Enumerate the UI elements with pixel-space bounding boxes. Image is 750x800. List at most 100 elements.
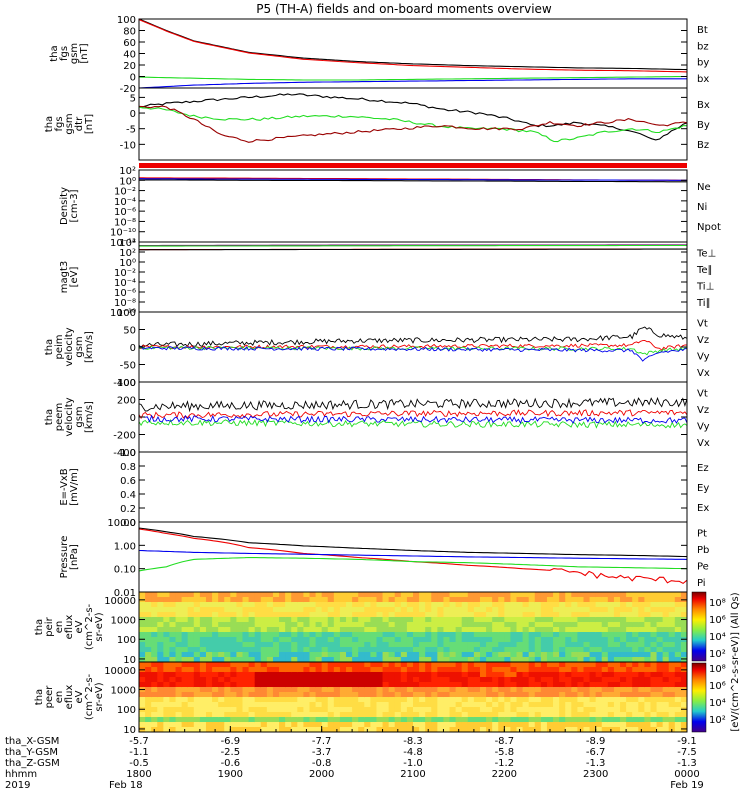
y-tick-label: 0 [130,343,136,354]
y-tick-label: 0 [130,413,136,424]
series-line [138,106,687,143]
y-axis-label: [nT] [84,114,95,134]
legend-vx: Vx [697,368,710,379]
legend-pt: Pt [697,528,707,539]
legend-vz: Vz [697,405,709,416]
y-axis-label: velocity [64,397,75,436]
y-tick-label: 10⁻² [114,268,136,279]
y-tick-label: 100 [117,705,136,716]
y-ticks-peim_velocity: -100 -50 0 50 100 [113,308,687,389]
y-tick-label: 50 [123,326,136,337]
series-fgs_gsm_detrended-1 [138,106,687,143]
colorbar-tick-label: 10⁴ [709,632,726,643]
series-density-1 [139,179,687,183]
y-axis-label: fgs [54,116,65,131]
y-tick-label: -400 [113,448,136,459]
y-tick-label: 10.00 [107,518,136,529]
y-axis-label: fgs [59,46,70,61]
x-tick-label: -8.3 [403,736,423,747]
colorbar-label: [eV/(cm^2-s-sr-eV)] (All Qs) [730,592,741,731]
y-tick-label: 0.8 [120,462,136,473]
x-tick-label: -7.7 [312,736,332,747]
y-axis-label: [km/s] [84,401,95,433]
x-row-label: 2019 [5,780,30,791]
x-tick-label: -4.8 [403,747,423,758]
legend-bz: bz [697,41,709,52]
series-line [139,244,687,247]
y-axis-label: eflux [64,685,75,710]
legend-vt: Vt [697,318,708,329]
x-tick-label: -0.6 [221,758,241,769]
y-tick-label: 10 [123,725,136,736]
legend-vy: Vy [697,351,710,362]
legend-ti∥: Ti∥ [696,298,711,309]
y-tick-label: 40 [123,50,136,61]
panel-peim_velocity: -100 -50 0 50 100 tha peim velocity gsm [km/s] [44,308,688,389]
y-axis-label: eV [74,620,85,633]
y-axis-label: gsm [74,336,85,357]
x-tick-label: -6.9 [221,736,241,747]
series-fgs_gsm-0 [138,18,688,71]
y-tick-label: 0.2 [120,504,136,515]
y-axis-label: E=-VxB [59,468,70,505]
x-tick-label: 1900 [218,769,243,780]
spectrogram-peir_en_eflux [139,592,688,663]
y-tick-label: 10⁻¹⁰ [110,308,136,319]
y-axis-label: sr-eV) [94,612,105,641]
legend-by: By [697,120,710,131]
y-tick-label: 1000 [111,686,136,697]
series-line [138,549,688,560]
x-tick-label: -1.3 [586,758,606,769]
series-fgs_gsm_detrended-2 [138,105,688,143]
x-row-label: hhmm [5,769,37,780]
panel-fgs_gsm_detrended: -10 -5 0 5 tha fgs gsm dtr [nT] [44,87,688,161]
y-tick-label: 0.4 [120,490,136,501]
plot-title: P5 (TH-A) fields and on-board moments ov… [256,2,552,16]
legend-te∥: Te∥ [696,265,713,276]
y-ticks-fgs_gsm_detrended: -10 -5 0 5 [120,93,687,151]
y-tick-label: 5 [130,93,136,104]
legends: Bt bz by bx Bx By Bz Ne Ni Npot Te⊥ Te∥ Ti⊥ Ti∥ Vt Vz Vy… [696,25,721,589]
y-axis-label: eflux [64,615,75,640]
legend-vz: Vz [697,335,709,346]
y-tick-label: 10000 [104,596,136,607]
y-axis-label: en [54,621,65,634]
y-tick-label: 200 [117,396,136,407]
y-tick-label: 60 [123,38,136,49]
panel-frame [138,451,688,523]
x-tick-label: -7.5 [677,747,697,758]
panel-pressure: 10.00 1.00 0.10 0.01 Pressure [nPa] [59,518,688,599]
x-tick-label: -8.7 [495,736,515,747]
y-axis-label: peem [54,403,65,431]
legend-pe: Pe [697,561,709,572]
series-fgs_gsm_detrended-0 [138,93,688,141]
x-tick-label: -5.7 [129,736,149,747]
x-tick-label: Feb 19 [670,780,704,791]
panel-frame [138,87,688,161]
y-axis-label: (cm^2-s- [84,673,95,720]
legend-ey: Ey [697,483,709,494]
legend-vy: Vy [697,421,710,432]
y-tick-label: 1.00 [114,541,136,552]
series-line [138,527,688,558]
y-axis-label: gsm [74,406,85,427]
series-line [138,75,687,81]
x-tick-label: -1.1 [129,747,149,758]
y-tick-label: 10² [119,166,136,177]
y-axis-label: tha [49,45,60,61]
panel-frame [138,381,688,453]
series-temperature-3 [139,244,687,247]
y-axis-label: sr-eV) [94,682,105,711]
series-peem_velocity-1 [138,409,688,420]
series-pressure-3 [138,549,688,560]
y-axis-label: eV [74,690,85,703]
x-tick-label: -2.5 [221,747,241,758]
series-line [138,78,687,89]
state-bar [139,163,687,168]
panel-efield: 0.0 0.2 0.4 0.6 0.8 1.0 E=-VxB [mV/m] [59,448,688,529]
